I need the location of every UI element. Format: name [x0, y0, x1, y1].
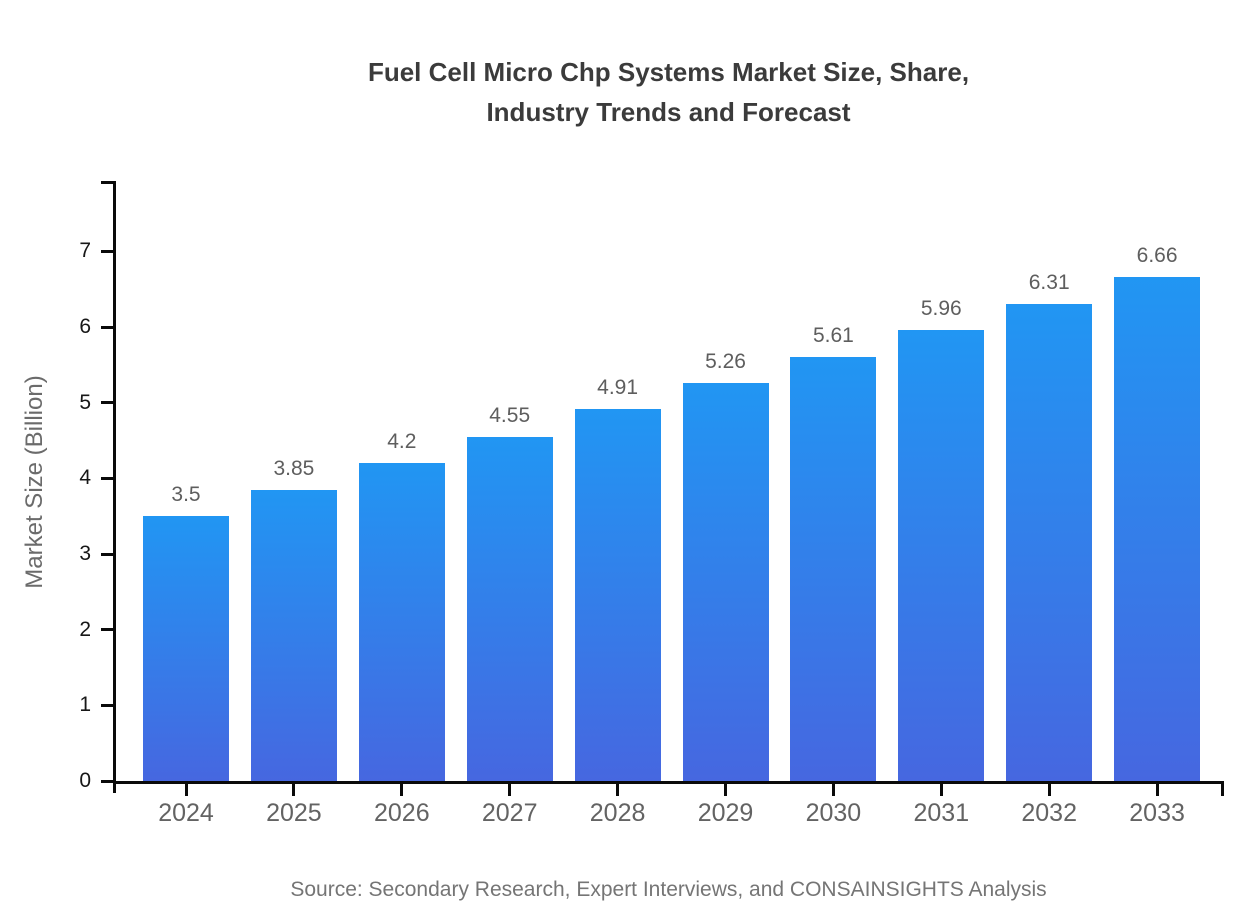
- chart-title-line2: Industry Trends and Forecast: [486, 97, 851, 127]
- x-tick-label-2028: 2028: [589, 799, 646, 827]
- bar-2032: [1006, 303, 1093, 781]
- bar-2030: [790, 356, 877, 781]
- bar-value-label-2024: 3.5: [171, 483, 201, 507]
- bar-2028: [574, 409, 661, 781]
- y-axis-top-cap: [101, 181, 113, 184]
- y-tick-label-6: 6: [79, 315, 91, 339]
- bar-value-label-2028: 4.91: [597, 376, 639, 400]
- y-tick-1: [101, 703, 113, 707]
- y-tick-label-1: 1: [79, 693, 91, 717]
- bar-value-label-2029: 5.26: [705, 350, 746, 374]
- y-axis-line: [113, 181, 116, 793]
- source-attribution: Source: Secondary Research, Expert Inter…: [290, 878, 1047, 901]
- y-tick-0: [101, 779, 113, 783]
- x-tick-label-2031: 2031: [913, 799, 970, 827]
- bar-value-label-2032: 6.31: [1028, 270, 1070, 294]
- y-tick-label-3: 3: [79, 542, 91, 565]
- y-tick-label-5: 5: [79, 390, 91, 414]
- x-tick-2030: [831, 784, 835, 796]
- x-tick-2025: [292, 784, 296, 796]
- bar-value-label-2030: 5.61: [812, 323, 854, 347]
- x-tick-2029: [724, 784, 727, 796]
- bar-value-label-2025: 3.85: [273, 456, 315, 480]
- x-tick-label-2024: 2024: [158, 799, 214, 827]
- bar-2025: [250, 489, 337, 781]
- y-tick-3: [101, 552, 113, 556]
- x-tick-2031: [939, 784, 943, 796]
- chart-title: Fuel Cell Micro Chp Systems Market Size,…: [113, 52, 1224, 132]
- bar-value-label-2033: 6.66: [1136, 244, 1178, 268]
- plot-area: 0 1 2 3 4 5 6 7 3.5 2024 3.85 2025 4.2 2026 4.55 2027 4.…: [79, 181, 1224, 827]
- x-tick-label-2033: 2033: [1129, 799, 1185, 827]
- x-tick-label-2025: 2025: [266, 799, 322, 827]
- x-tick-2027: [508, 784, 512, 796]
- x-tick-2026: [400, 784, 404, 796]
- y-tick-label-0: 0: [79, 769, 91, 792]
- x-tick-2028: [616, 784, 620, 796]
- x-tick-label-2032: 2032: [1021, 799, 1077, 827]
- x-tick-label-2027: 2027: [481, 799, 538, 827]
- y-tick-7: [101, 249, 113, 253]
- bar-2031: [898, 330, 985, 781]
- bar-value-label-2027: 4.55: [489, 403, 531, 427]
- bar-value-label-2031: 5.96: [920, 297, 962, 321]
- y-tick-label-2: 2: [79, 617, 91, 641]
- bar-2024: [143, 516, 229, 781]
- y-tick-2: [101, 628, 113, 632]
- x-tick-2024: [184, 784, 188, 796]
- y-tick-label-7: 7: [79, 239, 91, 263]
- x-tick-label-2030: 2030: [805, 799, 862, 827]
- x-tick-label-2026: 2026: [373, 799, 430, 827]
- bar-2029: [682, 383, 769, 781]
- y-tick-5: [101, 401, 113, 405]
- y-tick-4: [101, 476, 113, 480]
- x-axis-line: [113, 781, 1224, 784]
- chart-title-line1: Fuel Cell Micro Chp Systems Market Size,…: [367, 57, 970, 87]
- bar-2026: [358, 463, 445, 781]
- bar-value-label-2026: 4.2: [387, 430, 417, 454]
- x-tick-2033: [1155, 784, 1159, 796]
- y-tick-6: [101, 325, 113, 329]
- bar-2027: [466, 436, 553, 781]
- x-tick-label-2029: 2029: [697, 799, 754, 827]
- x-axis-right-cap: [1221, 784, 1224, 796]
- bar-2033: [1114, 277, 1201, 781]
- x-tick-2032: [1047, 784, 1051, 796]
- y-tick-label-4: 4: [79, 466, 91, 490]
